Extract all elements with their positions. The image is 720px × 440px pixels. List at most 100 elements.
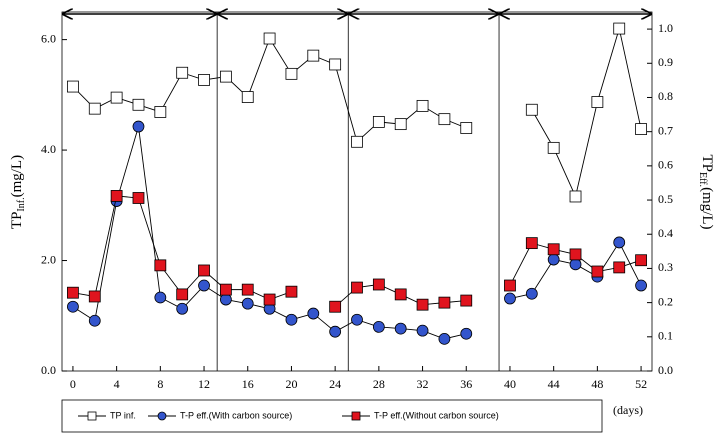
data-point <box>504 279 516 292</box>
y2-tick-label: 0.4 <box>658 226 673 240</box>
data-point <box>110 91 123 104</box>
data-point <box>525 287 538 300</box>
legend-marker <box>351 411 361 421</box>
data-point <box>460 294 473 307</box>
data-point <box>154 259 167 272</box>
y2-tick-label: 0.3 <box>658 260 673 274</box>
legend-marker <box>157 411 167 421</box>
data-point <box>88 102 101 115</box>
data-point <box>460 327 473 340</box>
data-point <box>416 298 429 311</box>
legend-box <box>61 399 603 433</box>
y2-tick-label: 0.2 <box>658 294 673 308</box>
data-point <box>394 288 407 301</box>
data-point <box>285 67 298 80</box>
data-point <box>132 192 145 204</box>
data-point <box>198 74 210 86</box>
data-point <box>176 66 189 79</box>
data-point <box>285 313 298 326</box>
x-tick-label: 36 <box>460 377 472 391</box>
data-point <box>438 332 451 345</box>
data-point <box>372 320 385 333</box>
data-point <box>307 307 320 320</box>
data-point <box>591 96 604 108</box>
y2-tick-label: 1.0 <box>658 21 673 35</box>
x-tick-label: 28 <box>373 377 385 391</box>
y2-tick-label: 0.6 <box>658 158 673 172</box>
data-point <box>329 58 342 71</box>
y2-label-main: TP <box>699 154 715 172</box>
x-tick-label: 40 <box>504 377 516 391</box>
x-tick-label: 24 <box>329 377 341 391</box>
data-point <box>176 288 189 301</box>
y2-axis-label: TPEff.(mg/L) <box>697 154 715 229</box>
data-point <box>525 103 538 116</box>
x-tick-label: 12 <box>198 377 210 391</box>
data-point <box>329 300 342 313</box>
x-tick-label: 0 <box>70 377 76 391</box>
data-point <box>263 32 276 45</box>
series-line <box>531 28 642 198</box>
data-point <box>635 123 647 135</box>
data-point <box>613 261 626 274</box>
y2-tick-label: 0.7 <box>658 123 673 137</box>
data-point <box>132 98 145 111</box>
y-label-sub: Inf. <box>16 197 27 211</box>
data-point <box>329 325 342 338</box>
series-line <box>72 37 467 143</box>
series-line <box>72 195 292 301</box>
x-tick-label: 44 <box>548 377 560 391</box>
legend-label: T-P eff.(With carbon source) <box>180 410 292 420</box>
x-tick-label: 52 <box>635 377 647 391</box>
data-point <box>613 236 626 249</box>
data-point <box>351 313 363 326</box>
y2-tick-label: 0.9 <box>658 55 673 69</box>
x-axis-label: (days) <box>613 403 643 417</box>
data-point <box>613 22 626 35</box>
legend-label: TP inf. <box>110 410 136 420</box>
y-axis-label: TPInf.(mg/L) <box>9 155 27 229</box>
data-point <box>67 286 79 299</box>
data-point <box>569 258 582 271</box>
y2-tick-label: 0.1 <box>658 329 673 343</box>
y-label-main: TP <box>9 212 25 230</box>
x-tick-label: 48 <box>591 377 603 391</box>
x-tick-label: 8 <box>157 377 163 391</box>
data-point <box>263 293 276 306</box>
data-point <box>154 291 167 304</box>
data-point <box>285 285 298 298</box>
legend-marker <box>87 411 97 421</box>
y2-tick-label: 0.0 <box>658 363 673 377</box>
y2-tick-label: 0.5 <box>658 192 673 206</box>
data-point <box>88 290 101 303</box>
data-point <box>88 314 101 327</box>
x-tick-label: 4 <box>114 377 120 391</box>
data-point <box>547 141 560 154</box>
data-point <box>460 122 473 134</box>
data-point <box>351 135 363 148</box>
data-point <box>110 190 123 202</box>
data-point <box>394 322 407 335</box>
data-point <box>569 190 582 203</box>
data-point <box>504 292 516 305</box>
data-point <box>241 297 254 310</box>
data-point <box>307 49 320 62</box>
data-point <box>547 253 560 266</box>
y-tick-label: 0.0 <box>41 363 56 377</box>
y2-label-sub: Eff. <box>697 172 708 187</box>
data-point <box>372 116 385 128</box>
data-point <box>198 279 210 292</box>
data-point <box>67 80 79 93</box>
data-point <box>416 99 429 112</box>
data-point <box>416 324 429 337</box>
data-point <box>438 296 451 309</box>
data-point <box>176 302 189 315</box>
data-point <box>154 106 167 118</box>
data-point <box>569 248 582 261</box>
data-point <box>241 91 254 103</box>
x-tick-label: 20 <box>285 377 297 391</box>
data-point <box>219 70 232 83</box>
data-point <box>525 237 538 250</box>
y-label-unit: (mg/L) <box>9 155 25 198</box>
